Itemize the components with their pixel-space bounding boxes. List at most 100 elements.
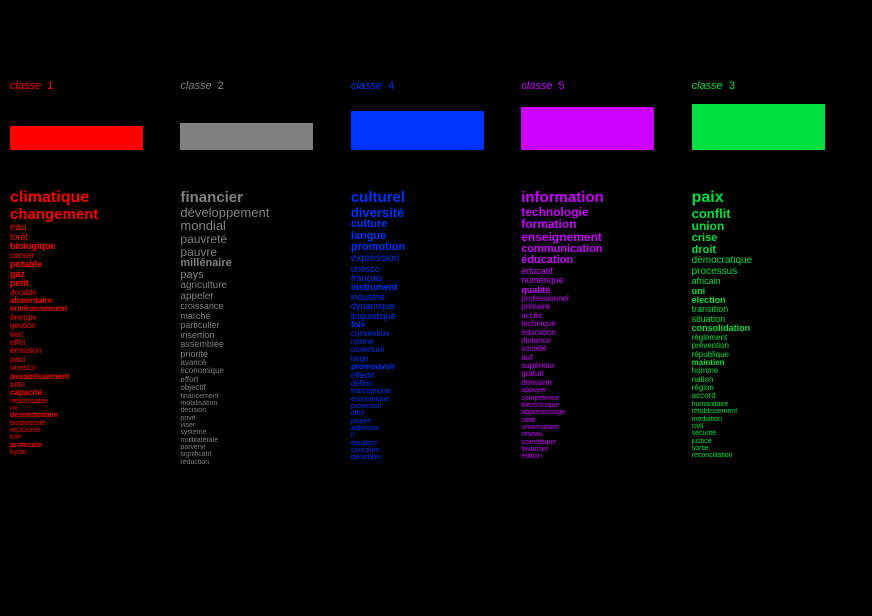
word: scientifique: [521, 439, 691, 446]
bar-row: 25.8 %: [692, 104, 862, 174]
class-label-number: 4: [388, 80, 394, 92]
word: compétence: [521, 395, 691, 402]
word: climatique: [10, 190, 180, 207]
class-label-word: classe: [521, 80, 552, 92]
word: avancé: [180, 359, 350, 367]
bar: [521, 107, 654, 150]
word: processus: [692, 267, 862, 278]
word: viser: [180, 422, 350, 429]
word: diversité: [351, 206, 521, 220]
word: droit: [692, 245, 862, 257]
class-label-number: 3: [729, 80, 735, 92]
word: dynamique: [351, 302, 521, 311]
word: désertification: [10, 412, 180, 419]
word: effet: [10, 339, 180, 347]
word: ouverture: [351, 346, 521, 354]
word: promouvoir: [351, 363, 521, 371]
word: cible: [521, 417, 691, 424]
word: développement: [180, 206, 350, 220]
word: insertion: [180, 331, 350, 340]
word: privé: [180, 415, 350, 422]
word: culture: [351, 219, 521, 231]
word: élection: [692, 296, 862, 305]
word: réconciliation: [692, 452, 862, 459]
word: auf: [521, 354, 691, 362]
word: large: [351, 355, 521, 363]
class-label: classe 5: [521, 80, 564, 92]
word: pauvreté: [180, 233, 350, 246]
word: définir: [351, 380, 521, 388]
bar: [180, 123, 313, 150]
word: énergie: [10, 314, 180, 322]
class-label-word: classe: [10, 80, 41, 92]
class-label-word: classe: [351, 80, 382, 92]
bar: [351, 111, 484, 150]
word: favoriser: [521, 446, 691, 453]
word: instrument: [351, 283, 521, 292]
word: sortie: [692, 445, 862, 452]
word: éducatif: [521, 267, 691, 276]
word: uni: [692, 287, 862, 296]
word: offrir: [351, 410, 521, 417]
word: croissance: [180, 302, 350, 311]
word: alimentaire: [10, 297, 180, 305]
pct-label: 21.7 %: [351, 156, 484, 168]
word: humanitaire: [692, 401, 862, 408]
word: multilatérale: [180, 437, 350, 444]
word: conflit: [692, 207, 862, 221]
word: financier: [180, 190, 350, 206]
word: fois: [351, 321, 521, 329]
word: objectif: [180, 384, 350, 392]
word: effectif: [351, 372, 521, 380]
word: électronique: [521, 402, 691, 409]
word: km²: [10, 434, 180, 441]
word: environnement: [10, 305, 180, 313]
word: parvenir: [180, 444, 350, 451]
word: ressource: [10, 427, 180, 434]
word: technologie: [521, 206, 691, 219]
word: assemblée: [180, 340, 350, 349]
word: république: [692, 351, 862, 359]
word: pauvre: [180, 246, 350, 259]
word: économique: [351, 396, 521, 403]
word: industrie: [351, 293, 521, 302]
word: langue: [351, 231, 521, 243]
word: pays: [180, 270, 350, 282]
bar: [10, 126, 143, 150]
word: mondial: [180, 219, 350, 233]
word: unesco: [351, 265, 521, 274]
column-c4: classe421.7 %cultureldiversitéculturelan…: [351, 80, 521, 466]
word: édition: [521, 453, 691, 460]
word: économique: [180, 367, 350, 375]
word: démocratique: [692, 256, 862, 267]
word: capacité: [10, 389, 180, 397]
word: justice: [692, 438, 862, 445]
word: nation: [692, 376, 862, 384]
word: particulier: [180, 321, 350, 330]
word: appeler: [180, 292, 350, 303]
word: propre: [351, 418, 521, 425]
word: éducation: [521, 329, 691, 337]
word: durable: [10, 289, 180, 297]
word: crise: [692, 233, 862, 245]
class-label: classe1: [10, 80, 53, 92]
word: lutte: [10, 381, 180, 389]
word: potable: [10, 260, 180, 269]
class-label-word: classe: [180, 80, 211, 92]
class-label-number: 5: [558, 80, 564, 92]
word: supérieur: [521, 362, 691, 370]
word: civil: [692, 423, 862, 430]
class-label: classe3: [692, 80, 735, 92]
word: qualité: [521, 286, 691, 295]
word: concourir: [351, 447, 521, 454]
word: convention: [351, 330, 521, 338]
column-c1: classe113.5 %climatiquechangementeauforê…: [10, 80, 180, 466]
word: forêt: [10, 233, 180, 242]
word: rétablissement: [692, 408, 862, 415]
word-list: financierdéveloppementmondialpauvretépau…: [180, 190, 350, 466]
word: règlement: [692, 334, 862, 342]
word: information: [521, 190, 691, 206]
word: vert: [10, 331, 180, 339]
word: apprentissage: [521, 409, 691, 416]
word: appuyer: [521, 387, 691, 394]
